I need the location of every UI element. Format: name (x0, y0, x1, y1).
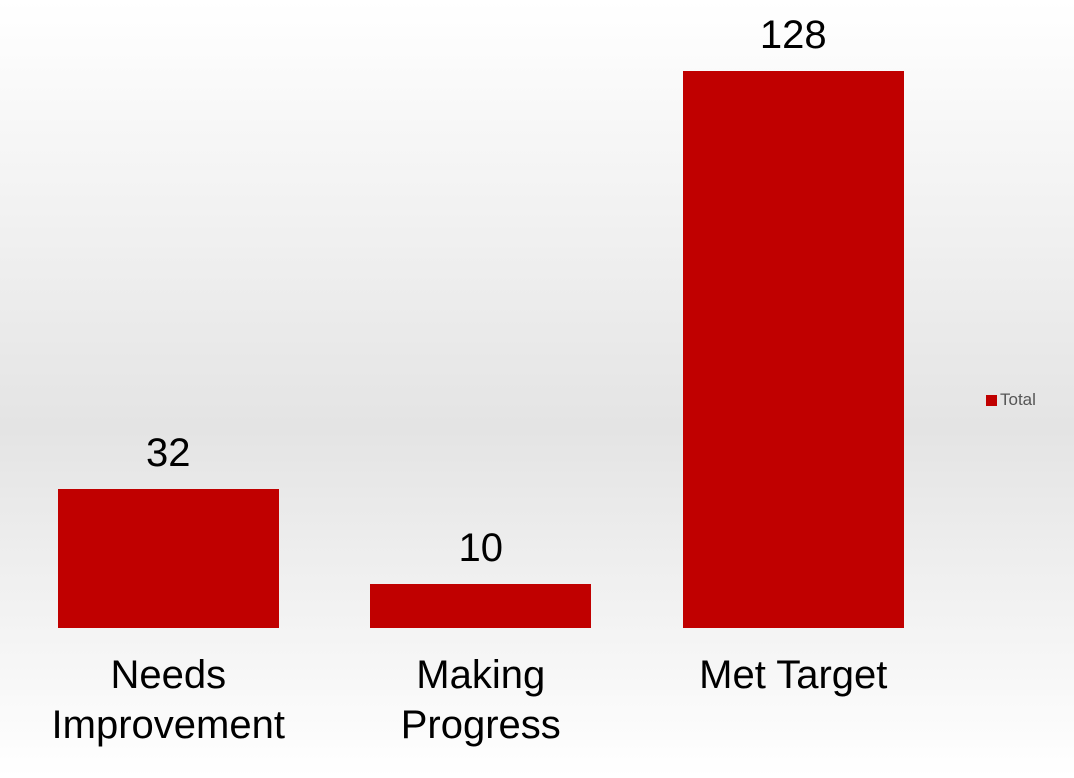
legend: Total (986, 390, 1036, 410)
legend-swatch (986, 394, 997, 406)
x-tick-label: Met Target (699, 653, 888, 697)
legend-label: Total (1000, 390, 1036, 409)
bar (682, 71, 904, 628)
data-label: 10 (458, 526, 504, 571)
bar (370, 584, 592, 628)
data-label: 32 (146, 430, 191, 475)
x-tick-label: Needs Improvement (51, 653, 285, 747)
bar (57, 488, 279, 628)
data-label: 128 (759, 13, 827, 57)
x-tick-label: Making Progress (400, 653, 561, 747)
